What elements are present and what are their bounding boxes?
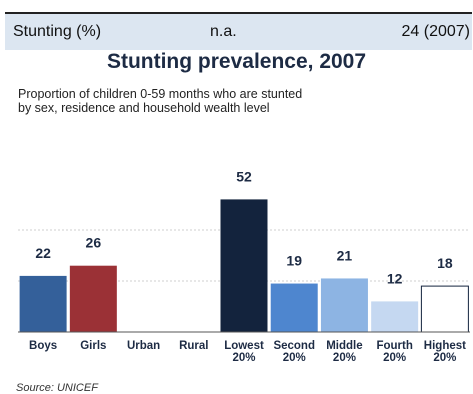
bar (220, 199, 268, 332)
bar (371, 301, 419, 332)
data-label: 52 (236, 168, 252, 184)
indicator-latest-value: 24 (2007) (401, 23, 471, 40)
category-label: Lowest (224, 340, 264, 352)
category-label: Urban (127, 340, 160, 352)
data-label: 22 (35, 245, 51, 261)
data-label: 26 (86, 235, 102, 251)
category-label: Middle (326, 340, 362, 352)
source-note: Source: UNICEF (16, 382, 98, 394)
bar (320, 278, 368, 332)
bar (270, 283, 318, 332)
bar (420, 285, 469, 333)
data-label: 19 (286, 253, 302, 269)
indicator-middle-value: n.a. (210, 23, 237, 40)
data-label: 21 (337, 247, 353, 263)
indicator-label: Stunting (%) (13, 23, 102, 40)
data-label: 18 (437, 255, 453, 271)
category-label: Rural (179, 340, 208, 352)
indicator-row: Stunting (%) n.a. 24 (2007) (5, 12, 472, 50)
chart-subtitle-line-2: by sex, residence and household wealth l… (18, 101, 270, 115)
chart-title: Stunting prevalence, 2007 (106, 50, 367, 73)
category-label: Fourth (376, 340, 412, 352)
bar (19, 275, 67, 332)
category-label: Girls (80, 340, 106, 352)
category-label: Second (273, 340, 315, 352)
category-label: 20% (232, 352, 255, 364)
bar (69, 265, 117, 332)
category-label: 20% (333, 352, 356, 364)
category-label: Boys (29, 340, 57, 352)
chart-subtitle: Proportion of children 0-59 months who a… (18, 87, 418, 115)
category-label: 20% (283, 352, 306, 364)
chart-subtitle-line-1: Proportion of children 0-59 months who a… (18, 87, 303, 101)
category-label: 20% (383, 352, 406, 364)
category-label: 20% (433, 352, 456, 364)
data-label: 12 (387, 270, 403, 286)
category-label: Highest (424, 340, 466, 352)
